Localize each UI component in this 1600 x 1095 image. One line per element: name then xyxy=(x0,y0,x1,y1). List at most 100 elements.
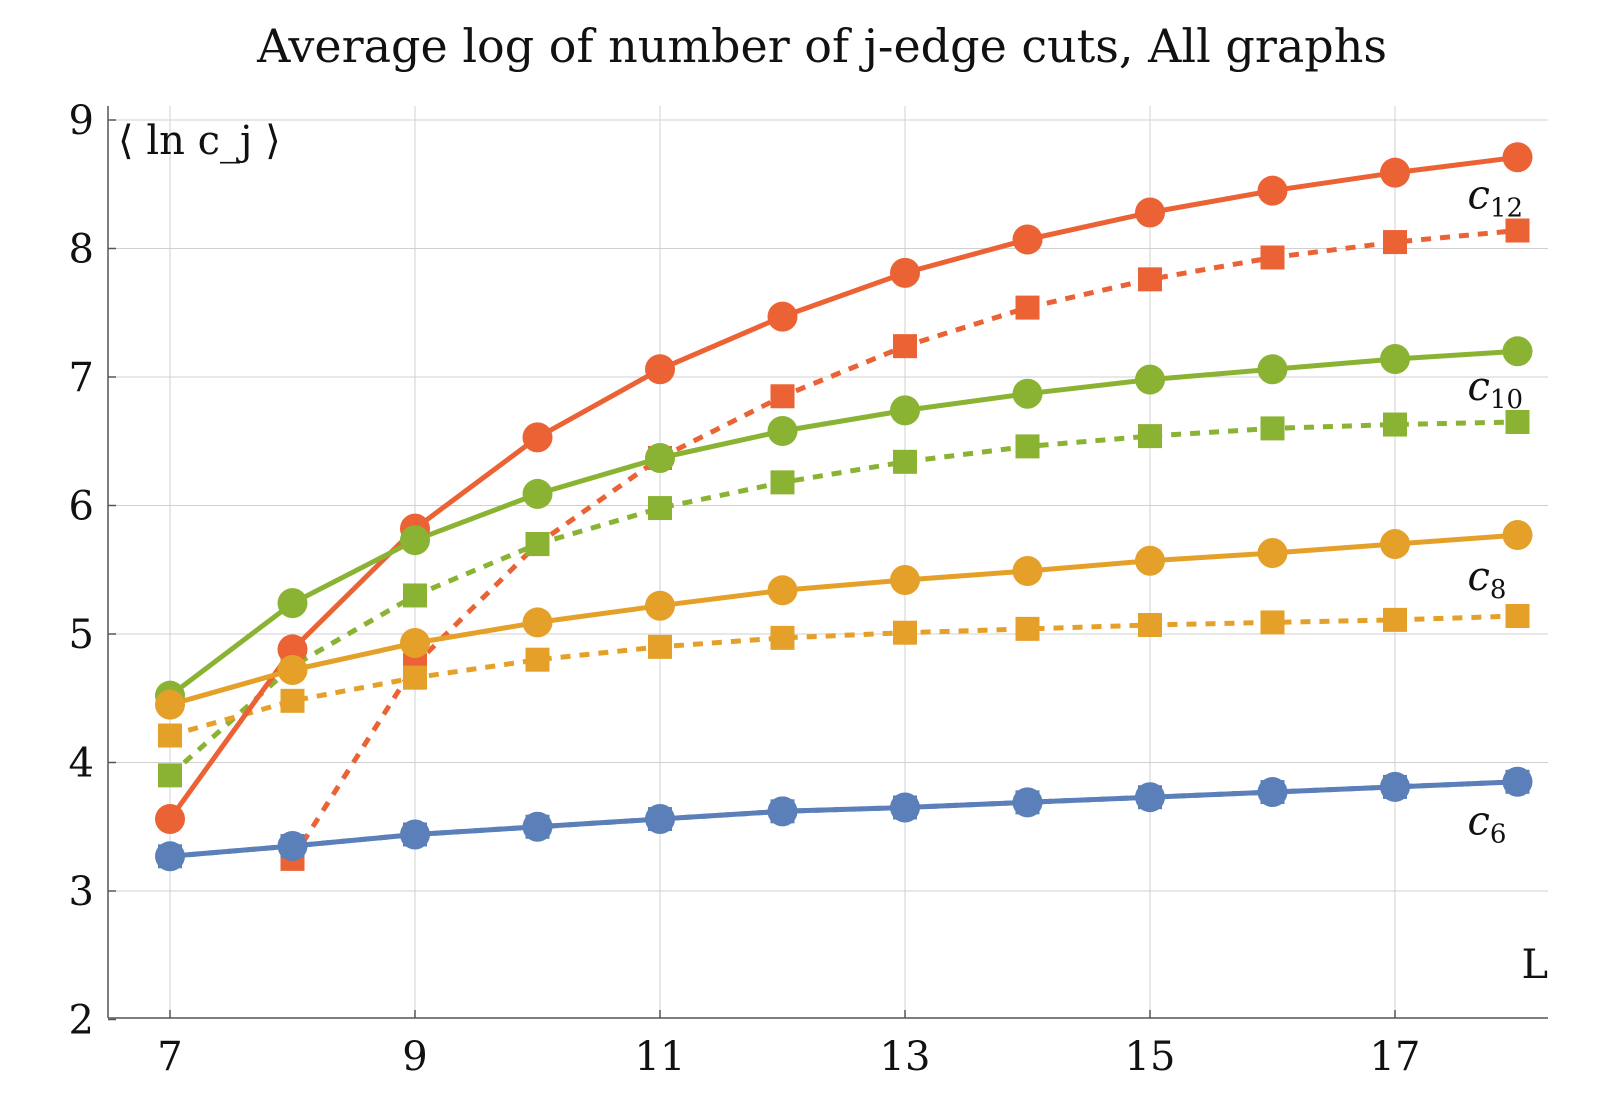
data-point-c12-square xyxy=(770,384,795,409)
data-point-c8-square xyxy=(525,647,550,672)
data-point-c6-circle xyxy=(1012,787,1043,818)
y-tick-label: 5 xyxy=(69,612,94,658)
data-point-c10-square xyxy=(1260,416,1285,441)
data-point-c6-circle xyxy=(767,796,798,827)
series-label-c8: c8 xyxy=(1468,554,1507,605)
data-point-c12-circle xyxy=(1380,157,1410,188)
data-point-c8-square xyxy=(770,625,795,650)
data-point-c10-square xyxy=(1138,424,1162,449)
data-point-c8-square xyxy=(648,634,672,659)
data-point-c10-square xyxy=(525,532,550,557)
data-point-c10-circle xyxy=(1257,354,1288,385)
data-point-c8-circle xyxy=(1135,545,1165,576)
x-tick-label: 9 xyxy=(402,1034,427,1080)
data-point-c8-circle xyxy=(890,565,920,596)
data-point-c8-circle xyxy=(1012,556,1043,587)
x-tick-label: 13 xyxy=(880,1034,931,1080)
data-point-c10-square xyxy=(770,470,795,495)
data-point-c10-circle xyxy=(400,525,430,556)
data-point-c12-circle xyxy=(767,301,798,332)
x-tick-label: 7 xyxy=(157,1034,182,1080)
data-point-c10-square xyxy=(1383,412,1407,437)
data-point-c10-circle xyxy=(522,478,553,509)
data-point-c12-square xyxy=(1260,245,1285,270)
data-point-c6-circle xyxy=(400,819,430,850)
data-point-c8-square xyxy=(1383,607,1407,632)
tick-labels: 2 3 4 5 6 7 8 9 7 9 11 13 15 17 xyxy=(69,98,1421,1080)
data-point-c8-circle xyxy=(1257,538,1288,569)
data-point-c12-square xyxy=(1505,218,1530,243)
data-point-c8-square xyxy=(1260,610,1285,635)
data-point-c6-circle xyxy=(522,811,553,842)
series-label-c6: c6 xyxy=(1468,798,1507,849)
data-point-c12-circle xyxy=(277,634,308,665)
data-point-c12-square xyxy=(893,334,917,359)
data-point-c12-square xyxy=(1383,230,1407,255)
data-point-c10-circle xyxy=(1380,344,1410,375)
x-tick-label: 17 xyxy=(1370,1034,1421,1080)
data-point-c10-circle xyxy=(890,395,920,426)
series-line-c12-solid xyxy=(167,154,1518,821)
data-point-c10-square xyxy=(648,496,672,521)
series-line-c10-dashed xyxy=(168,419,1518,778)
data-point-c10-square xyxy=(158,763,182,788)
y-tick-label: 8 xyxy=(69,227,94,273)
series-labels: c12 c10 c8 c6 xyxy=(1468,173,1524,850)
data-point-c10-circle xyxy=(645,442,675,473)
data-point-c8-square xyxy=(1138,613,1162,638)
data-point-c8-square xyxy=(403,665,427,690)
data-point-c10-circle xyxy=(767,415,798,446)
data-point-c10-square xyxy=(893,449,917,474)
data-point-c12-circle xyxy=(522,422,553,453)
series-line-c8-dashed xyxy=(169,613,1518,738)
data-point-c10-square xyxy=(1015,434,1040,459)
data-point-c6-circle xyxy=(1257,777,1288,808)
x-tick-label: 15 xyxy=(1125,1034,1176,1080)
y-tick-label: 3 xyxy=(69,869,94,915)
y-axis-label: ⟨ ln c_j ⟩ xyxy=(118,118,281,164)
data-point-c6-circle xyxy=(1380,771,1410,802)
data-point-c12-circle xyxy=(890,257,920,288)
series-line-c8-solid xyxy=(169,532,1518,708)
data-point-c8-circle xyxy=(767,575,798,606)
data-point-c8-circle xyxy=(1380,529,1410,560)
series-label-c10: c10 xyxy=(1468,364,1524,415)
data-point-c12-circle xyxy=(1012,224,1043,255)
data-point-c6-circle xyxy=(890,792,920,823)
data-point-c6-circle xyxy=(645,804,675,835)
y-tick-label: 6 xyxy=(69,484,94,530)
data-point-c6-circle xyxy=(277,831,308,862)
grid xyxy=(108,106,1548,1018)
data-point-c10-circle xyxy=(1502,336,1533,367)
y-tick-label: 4 xyxy=(69,741,94,787)
series-line-c6-solid xyxy=(169,779,1518,859)
y-tick-label: 9 xyxy=(69,98,94,144)
data-point-c12-circle xyxy=(1257,175,1288,206)
series-label-c12: c12 xyxy=(1468,173,1524,224)
series-lines xyxy=(167,154,1518,861)
y-tick-label: 2 xyxy=(69,998,94,1044)
data-point-c12-circle xyxy=(645,354,675,385)
data-point-c12-circle xyxy=(155,804,185,835)
data-point-c6-circle xyxy=(1135,782,1165,813)
data-point-c10-square xyxy=(403,583,427,608)
chart-title: Average log of number of j-edge cuts, Al… xyxy=(256,19,1387,73)
data-point-c8-circle xyxy=(1502,520,1533,551)
data-point-c8-circle xyxy=(522,607,553,638)
data-point-c6-circle xyxy=(155,841,185,872)
data-point-c12-circle xyxy=(1502,142,1533,173)
data-point-c10-circle xyxy=(1135,364,1165,395)
x-tick-label: 11 xyxy=(635,1034,686,1080)
y-tick-label: 7 xyxy=(69,355,94,401)
data-point-c8-circle xyxy=(277,654,308,685)
data-point-c8-circle xyxy=(155,689,185,720)
data-point-c8-square xyxy=(280,688,305,713)
data-point-c8-circle xyxy=(400,627,430,658)
series-markers xyxy=(155,142,1533,872)
data-point-c10-circle xyxy=(1012,378,1043,409)
axes xyxy=(107,106,1548,1021)
data-point-c8-square xyxy=(893,620,917,645)
x-axis-label: L xyxy=(1521,942,1548,988)
data-point-c12-square xyxy=(1138,267,1162,292)
